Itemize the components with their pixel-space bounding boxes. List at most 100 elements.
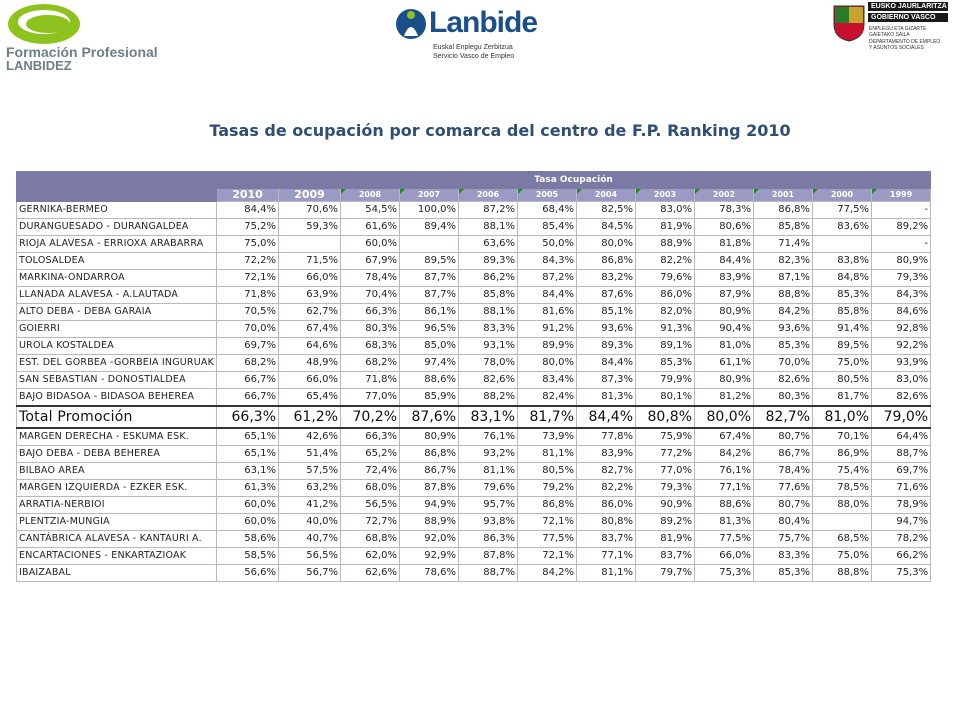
rate-cell xyxy=(278,235,341,253)
rate-cell: 89,2% xyxy=(635,513,695,531)
rate-cell: 86,0% xyxy=(635,286,695,304)
rate-cell: 75,7% xyxy=(753,530,813,548)
rate-cell: 64,4% xyxy=(870,427,932,446)
rate-cell: 79,7% xyxy=(635,564,695,582)
rate-cell: 81,7% xyxy=(517,405,577,429)
year-header-9: 2001 xyxy=(753,188,813,202)
rate-cell: 67,4% xyxy=(278,320,341,338)
rate-cell: 60,0% xyxy=(216,496,279,514)
rate-cell: 77,2% xyxy=(635,445,695,463)
year-label: 2010 xyxy=(232,188,263,201)
rate-cell xyxy=(399,235,459,253)
comarca-name: TOLOSALDEA xyxy=(16,252,217,270)
rate-cell: 72,4% xyxy=(340,462,400,480)
header-corner xyxy=(16,171,217,202)
rate-cell: 83,7% xyxy=(635,547,695,565)
rate-cell: 83,0% xyxy=(635,201,695,219)
rate-cell: 86,9% xyxy=(812,445,872,463)
cell-marker-icon xyxy=(872,189,877,194)
table-row: GOIERRI 70,0% 67,4% 80,3% 96,5% 83,3% 91,2% 93,… xyxy=(16,320,932,338)
rate-cell: 68,4% xyxy=(517,201,577,219)
rate-cell: 69,7% xyxy=(870,462,932,480)
rate-cell: 40,0% xyxy=(278,513,341,531)
rate-cell: 84,4% xyxy=(576,354,636,372)
cell-marker-icon xyxy=(695,189,700,194)
rate-cell: 85,3% xyxy=(753,337,813,355)
table-row: TOLOSALDEA 72,2% 71,5% 67,9% 89,5% 89,3% 84,3%… xyxy=(16,252,932,270)
rate-cell: 92,9% xyxy=(399,547,459,565)
comarca-name: BILBAO AREA xyxy=(16,462,217,480)
cell-marker-icon xyxy=(518,189,523,194)
comarca-name: IBAIZABAL xyxy=(16,564,217,582)
rate-cell: 83,0% xyxy=(870,371,932,389)
rate-cell: 67,9% xyxy=(340,252,400,270)
rate-cell: 89,3% xyxy=(576,337,636,355)
rate-cell: 92,2% xyxy=(870,337,932,355)
rate-cell: 71,4% xyxy=(753,235,813,253)
rate-cell: 84,5% xyxy=(576,218,636,236)
comarca-name: ALTO DEBA - DEBA GARAIA xyxy=(16,303,217,321)
rate-cell: 88,8% xyxy=(753,286,813,304)
rate-cell: 83,1% xyxy=(458,405,518,429)
rate-cell xyxy=(812,513,872,531)
rate-cell: 82,7% xyxy=(753,405,813,429)
rate-cell: 58,5% xyxy=(216,547,279,565)
rate-cell: 85,3% xyxy=(635,354,695,372)
rate-cell: 66,7% xyxy=(216,371,279,389)
rate-cell: 80,7% xyxy=(753,496,813,514)
rate-cell: 81,9% xyxy=(635,530,695,548)
rate-cell: 67,4% xyxy=(694,427,754,446)
rate-cell: 88,7% xyxy=(870,445,932,463)
rate-cell: 84,6% xyxy=(870,303,932,321)
rate-cell: 83,9% xyxy=(576,445,636,463)
rate-cell: 65,4% xyxy=(278,388,341,407)
comarca-name: UROLA KOSTALDEA xyxy=(16,337,217,355)
rate-cell: 84,4% xyxy=(216,201,279,219)
rate-cell: 75,0% xyxy=(812,547,872,565)
rate-cell: 78,5% xyxy=(812,479,872,497)
rate-cell: 89,9% xyxy=(517,337,577,355)
rate-cell: 85,1% xyxy=(576,303,636,321)
rate-cell: 88,6% xyxy=(399,371,459,389)
rate-cell: 85,3% xyxy=(812,286,872,304)
rate-cell: 97,4% xyxy=(399,354,459,372)
coat-of-arms-icon xyxy=(833,5,865,42)
comarca-name: GERNIKA-BERMEO xyxy=(16,201,217,219)
cell-marker-icon xyxy=(459,189,464,194)
rate-cell: 86,7% xyxy=(399,462,459,480)
rate-cell: 79,0% xyxy=(870,405,932,429)
rate-cell: 81,2% xyxy=(694,388,754,407)
rate-cell: 72,1% xyxy=(517,513,577,531)
rate-cell: 82,3% xyxy=(753,252,813,270)
rate-cell: 90,4% xyxy=(694,320,754,338)
year-header-6: 2004 xyxy=(576,188,636,202)
rate-cell: 86,8% xyxy=(753,201,813,219)
rate-cell: 84,2% xyxy=(517,564,577,582)
rate-cell: 61,1% xyxy=(694,354,754,372)
year-header-4: 2006 xyxy=(458,188,518,202)
rate-cell: 81,1% xyxy=(576,564,636,582)
comarca-name: SAN SEBASTIAN - DONOSTIALDEA xyxy=(16,371,217,389)
rate-cell: 71,6% xyxy=(870,479,932,497)
comarca-name: PLENTZIA-MUNGIA xyxy=(16,513,217,531)
rate-cell: 82,6% xyxy=(870,388,932,407)
table-row: ENCARTACIONES - ENKARTAZIOAK 58,5% 56,5% 62… xyxy=(16,547,932,565)
rate-cell: 64,6% xyxy=(278,337,341,355)
rate-cell: 68,8% xyxy=(340,530,400,548)
table-row: DURANGUESADO - DURANGALDEA 75,2% 59,3% 61,6… xyxy=(16,218,932,236)
fp-logo-line1: Formación Profesional xyxy=(6,44,158,60)
rate-cell: 80,0% xyxy=(694,405,754,429)
year-header-11: 1999 xyxy=(870,188,932,202)
rate-cell: 93,1% xyxy=(458,337,518,355)
rate-cell: 75,2% xyxy=(216,218,279,236)
gv-title-es: GOBIERNO VASCO xyxy=(868,13,948,22)
year-header-row: 2010 2009 2008 2007 2006 2005 2004 2003 2002 2001… xyxy=(17,188,932,202)
rate-cell: 93,6% xyxy=(753,320,813,338)
occupancy-ranking-table: Tasa Ocupación 2010 2009 2008 2007 2006 2005 2… xyxy=(16,171,932,582)
rate-cell: 81,0% xyxy=(694,337,754,355)
rate-cell: 78,6% xyxy=(399,564,459,582)
comarca-name: EST. DEL GORBEA -GORBEIA INGURUAK xyxy=(16,354,217,372)
page-title: Tasas de ocupación por comarca del centr… xyxy=(209,121,791,140)
rate-cell: 82,0% xyxy=(635,303,695,321)
rate-cell: 93,8% xyxy=(458,513,518,531)
